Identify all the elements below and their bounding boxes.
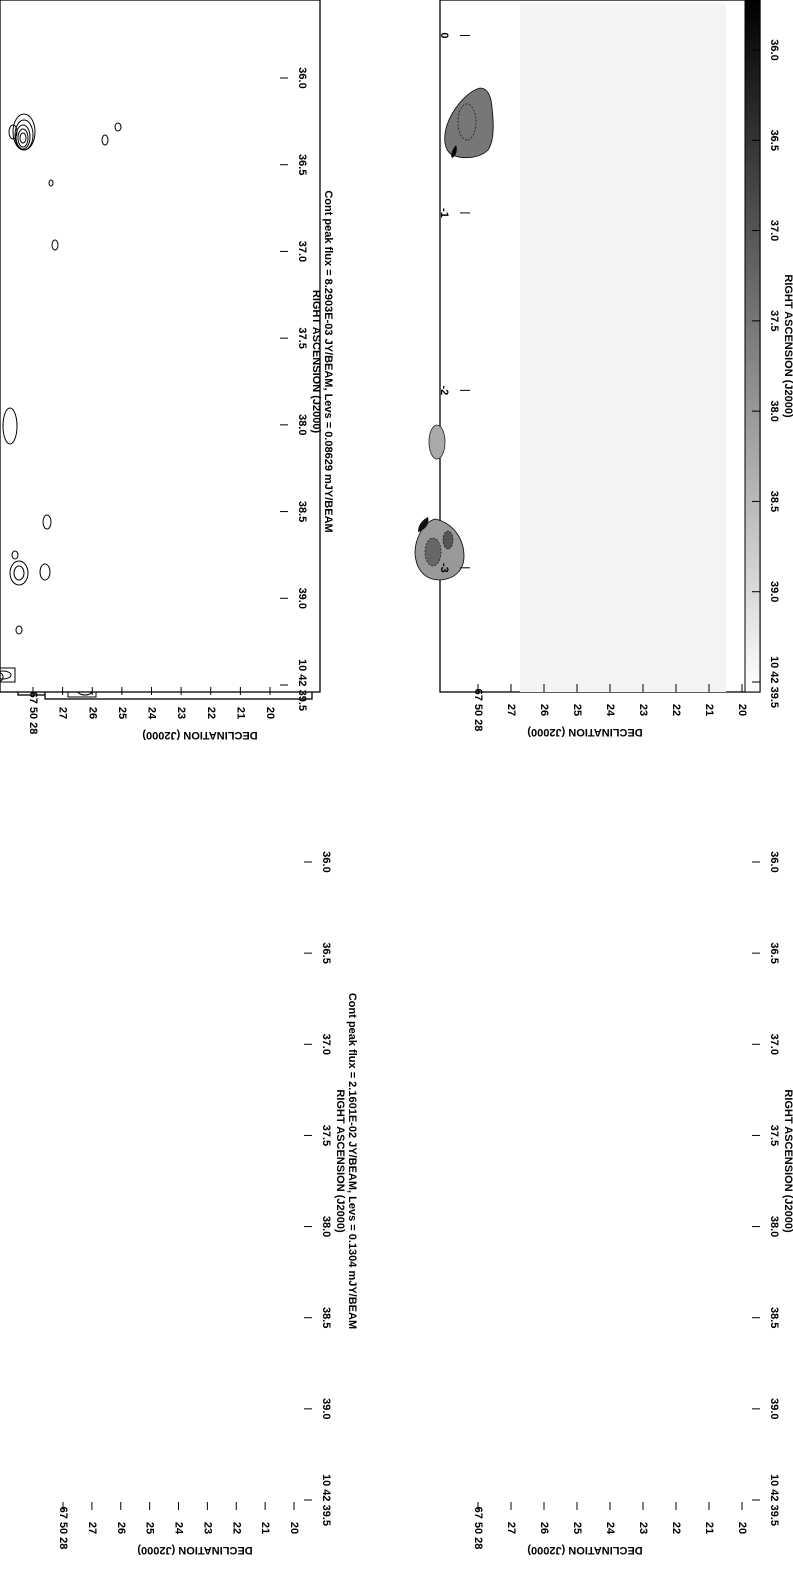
ra-tick-label: 36.0 xyxy=(768,851,780,872)
ra-tick-label: 38.5 xyxy=(768,1307,780,1328)
ra-axis-title: RIGHT ASCENSION (J2000) xyxy=(310,290,322,434)
ra-tick-label: 36.0 xyxy=(296,67,308,88)
ra-axis-title: RIGHT ASCENSION (J2000) xyxy=(334,1089,346,1233)
dec-tick-label: 25 xyxy=(571,1522,583,1534)
dec-tick-label: 24 xyxy=(146,707,158,720)
ra-tick-label: 37.5 xyxy=(320,1125,332,1146)
dec-tick-label: 67 50 28 xyxy=(57,1507,69,1550)
ra-tick-label: 36.5 xyxy=(768,130,780,151)
ra-tick-label: 37.0 xyxy=(768,220,780,241)
ra-tick-label: 38.5 xyxy=(320,1307,332,1328)
ra-axis-title: RIGHT ASCENSION (J2000) xyxy=(782,274,793,418)
colorbar-tick-label: -2 xyxy=(438,385,450,395)
colorbar xyxy=(744,0,761,693)
dec-tick-label: 27 xyxy=(57,707,69,719)
dec-tick-label: 67 50 28 xyxy=(27,692,39,735)
dec-tick-label: 20 xyxy=(264,707,276,719)
panel-2 xyxy=(414,0,761,693)
dec-tick-label: 26 xyxy=(538,1522,550,1534)
ra-tick-label: 38.5 xyxy=(768,491,780,512)
dec-tick-label: 22 xyxy=(670,704,682,716)
ra-tick-label: 36.5 xyxy=(320,942,332,963)
dec-tick-label: 23 xyxy=(637,1522,649,1534)
dec-tick-label: 67 50 28 xyxy=(472,1507,484,1550)
panel-2-background xyxy=(520,3,726,692)
dec-tick-label: 26 xyxy=(115,1522,127,1534)
ra-tick-label: 36.0 xyxy=(320,851,332,872)
ra-tick-label: 10 42 39.5 xyxy=(768,1474,780,1526)
flux-caption: Cont peak flux = 2.1601E-02 JY/BEAM, Lev… xyxy=(346,993,358,1329)
dec-axis-title: DECLINATION (J2000) xyxy=(527,726,643,738)
ra-tick-label: 36.5 xyxy=(296,154,308,175)
dec-tick-label: 25 xyxy=(116,707,128,719)
dec-tick-label: 20 xyxy=(288,1522,300,1534)
dec-tick-label: 24 xyxy=(604,704,616,717)
dec-tick-label: 23 xyxy=(201,1522,213,1534)
dec-tick-label: 21 xyxy=(259,1522,271,1534)
flux-caption: Cont peak flux = 8.2903E-03 JY/BEAM, Lev… xyxy=(322,190,334,532)
dec-tick-label: 27 xyxy=(505,1522,517,1534)
colorbar-tick-label: -1 xyxy=(438,208,450,218)
dec-tick-label: 26 xyxy=(538,704,550,716)
ra-tick-label: 38.5 xyxy=(296,501,308,522)
dec-tick-label: 27 xyxy=(505,704,517,716)
panel-2-image xyxy=(414,87,494,581)
ra-tick-label: 37.0 xyxy=(320,1034,332,1055)
panel-4-contours xyxy=(0,113,122,683)
dec-tick-label: 24 xyxy=(173,1522,185,1535)
dec-axis-title: DECLINATION (J2000) xyxy=(137,1544,253,1556)
dec-tick-label: 25 xyxy=(571,704,583,716)
ra-tick-label: 10 42 39.5 xyxy=(296,659,308,711)
ra-tick-label: 36.5 xyxy=(768,942,780,963)
figure-labels: 67 50 28 27 26 25 24 23 22 21 20 10 42 39.5 39.0 38… xyxy=(27,32,793,1556)
dec-tick-label: 21 xyxy=(703,704,715,716)
ra-tick-label: 39.0 xyxy=(320,1398,332,1419)
dec-tick-label: 20 xyxy=(736,704,748,716)
ra-tick-label: 37.5 xyxy=(768,1125,780,1146)
ra-tick-label: 37.5 xyxy=(768,310,780,331)
dec-tick-label: 22 xyxy=(205,707,217,719)
colorbar-tick-label: -3 xyxy=(438,563,450,573)
ra-tick-label: 39.0 xyxy=(296,588,308,609)
panel-4-frame xyxy=(0,0,321,693)
dec-tick-label: 21 xyxy=(234,707,246,719)
dec-tick-label: 25 xyxy=(144,1522,156,1534)
ra-tick-label: 10 42 39.5 xyxy=(320,1474,332,1526)
ra-tick-label: 37.0 xyxy=(768,1034,780,1055)
ra-tick-label: 10 42 39.5 xyxy=(768,656,780,708)
ra-tick-label: 38.0 xyxy=(768,1216,780,1237)
colorbar-tick-label: 0 xyxy=(438,32,450,38)
ra-tick-label: 39.0 xyxy=(768,1398,780,1419)
dec-tick-label: 27 xyxy=(86,1522,98,1534)
ra-tick-label: 36.0 xyxy=(768,39,780,60)
ra-axis-title: RIGHT ASCENSION (J2000) xyxy=(782,1089,793,1233)
dec-tick-label: 21 xyxy=(703,1522,715,1534)
panel-4 xyxy=(0,0,321,693)
ra-tick-label: 38.0 xyxy=(768,400,780,421)
dec-tick-label: 26 xyxy=(86,707,98,719)
dec-tick-label: 23 xyxy=(175,707,187,719)
ra-tick-label: 38.0 xyxy=(320,1216,332,1237)
ra-tick-label: 39.0 xyxy=(768,581,780,602)
dec-tick-label: 22 xyxy=(670,1522,682,1534)
dec-tick-label: 20 xyxy=(736,1522,748,1534)
ra-tick-label: 38.0 xyxy=(296,414,308,435)
dec-tick-label: 23 xyxy=(637,704,649,716)
ra-tick-label: 37.0 xyxy=(296,241,308,262)
dec-axis-title: DECLINATION (J2000) xyxy=(142,729,258,741)
dec-tick-label: 24 xyxy=(604,1522,616,1535)
dec-axis-title: DECLINATION (J2000) xyxy=(527,1544,643,1556)
dec-tick-label: 67 50 28 xyxy=(472,689,484,732)
dec-tick-label: 22 xyxy=(230,1522,242,1534)
ra-tick-label: 37.5 xyxy=(296,327,308,348)
